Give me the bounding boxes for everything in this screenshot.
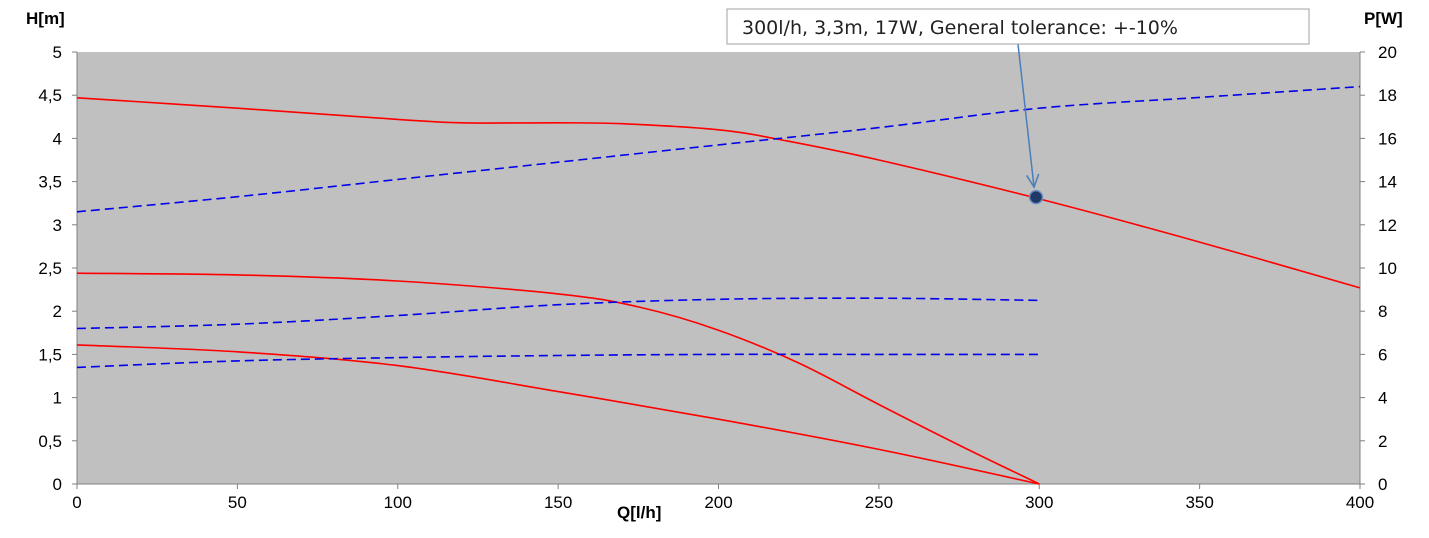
- y-left-tick-label: 2,5: [38, 259, 62, 278]
- head-curve-1: [76, 97, 1361, 289]
- x-axis-label: Q[l/h]: [617, 503, 661, 522]
- y-right-tick-label: 10: [1378, 259, 1397, 278]
- x-tick-label: 150: [544, 493, 572, 512]
- x-tick-label: 200: [704, 493, 732, 512]
- y-left-tick-label: 3: [53, 216, 62, 235]
- annotation-arrowhead: [1025, 173, 1040, 189]
- y-right-tick-label: 20: [1378, 43, 1397, 62]
- x-tick-label: 400: [1346, 493, 1374, 512]
- y-right-tick-label: 12: [1378, 216, 1397, 235]
- plot-area: [77, 52, 1360, 484]
- annotation-text: 300l/h, 3,3m, 17W, General tolerance: +-…: [742, 17, 1178, 39]
- x-tick-label: 0: [72, 493, 81, 512]
- y-right-tick-label: 2: [1378, 432, 1387, 451]
- y-right-tick-label: 0: [1378, 475, 1387, 494]
- y-left-tick-label: 0: [53, 475, 62, 494]
- y-right-tick-label: 18: [1378, 86, 1397, 105]
- head-curve-2: [76, 272, 1040, 485]
- annotation-layer: 300l/h, 3,3m, 17W, General tolerance: +-…: [726, 8, 1310, 205]
- y-right-tick-label: 6: [1378, 345, 1387, 364]
- x-tick-label: 250: [865, 493, 893, 512]
- y-left-tick-label: 3,5: [38, 173, 62, 192]
- x-tick-label: 350: [1185, 493, 1213, 512]
- series-layer: [76, 85, 1361, 485]
- y-left-tick-label: 2: [53, 302, 62, 321]
- x-tick-label: 300: [1025, 493, 1053, 512]
- x-tick-label: 50: [228, 493, 247, 512]
- axes: 0 50 100 150 200 250 300 350 40000,511,522,533,5…: [38, 43, 1397, 512]
- y-left-tick-label: 1,5: [38, 345, 62, 364]
- head-curve-3: [76, 344, 1040, 485]
- y-left-axis-label: H[m]: [26, 9, 65, 28]
- annotation-box: [726, 8, 1310, 45]
- y-right-tick-label: 16: [1378, 129, 1397, 148]
- power-curve-5: [76, 297, 1040, 330]
- y-left-tick-label: 4,5: [38, 86, 62, 105]
- y-right-tick-label: 4: [1378, 389, 1387, 408]
- y-left-tick-label: 1: [53, 389, 62, 408]
- operating-point-marker: [1028, 189, 1044, 205]
- y-left-tick-label: 5: [53, 43, 62, 62]
- annotation-arrow-line: [1017, 43, 1035, 188]
- y-left-tick-label: 0,5: [38, 432, 62, 451]
- x-tick-label: 100: [384, 493, 412, 512]
- y-right-tick-label: 14: [1378, 173, 1397, 192]
- y-right-tick-label: 8: [1378, 302, 1387, 321]
- power-curve-6: [76, 353, 1040, 369]
- y-right-axis-label: P[W]: [1364, 9, 1403, 28]
- power-curve-4: [76, 85, 1361, 213]
- y-left-tick-label: 4: [53, 129, 62, 148]
